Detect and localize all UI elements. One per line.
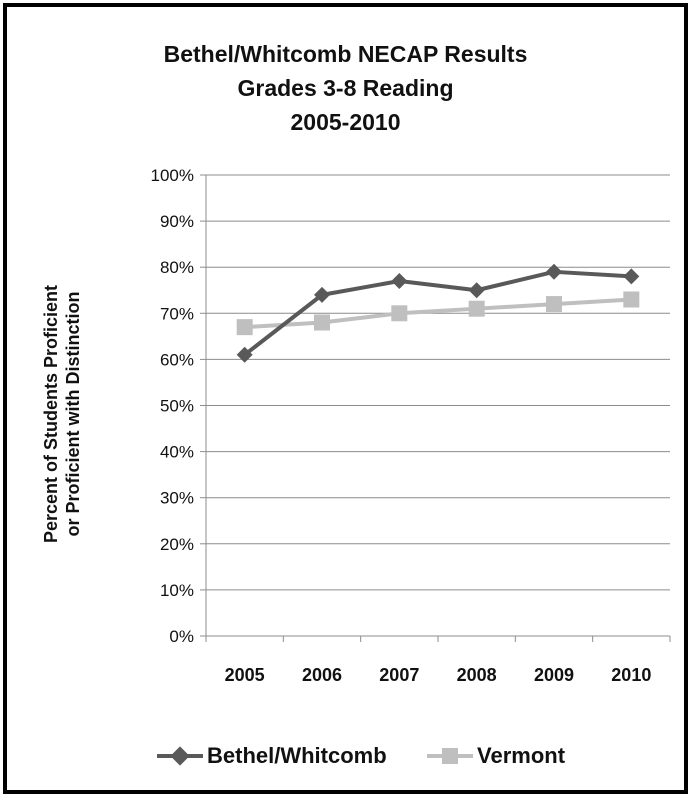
x-tick-label: 2005: [225, 665, 265, 685]
y-tick-label: 80%: [160, 258, 194, 277]
data-point-vermont: [391, 305, 408, 322]
chart-title-line-2: Grades 3-8 Reading: [237, 75, 454, 101]
data-point-bethel-whitcomb: [623, 268, 640, 285]
x-tick-label: 2009: [534, 665, 574, 685]
legend-label-vermont: Vermont: [477, 743, 566, 768]
data-point-bethel-whitcomb: [236, 346, 253, 363]
chart-title-line-1: Bethel/Whitcomb NECAP Results: [163, 41, 528, 67]
y-tick-label: 100%: [151, 166, 194, 185]
plot-area: 0% 10% 20% 30% 40% 50% 60% 70% 80% 90% 100% 2005 200…: [151, 166, 671, 685]
series-line-bethel-whitcomb: [243, 269, 632, 357]
series-line-vermont: [244, 297, 632, 330]
legend-item-bethel-whitcomb: Bethel/Whitcomb: [157, 741, 387, 771]
chart-title: Bethel/Whitcomb NECAP Results Grades 3-8…: [7, 37, 684, 139]
legend-item-vermont: Vermont: [427, 741, 565, 771]
y-tick-label: 0%: [169, 627, 194, 646]
y-tick-label: 20%: [160, 535, 194, 554]
y-tick-label: 40%: [160, 443, 194, 462]
data-point-vermont: [236, 319, 253, 336]
legend-label-bethel-whitcomb: Bethel/Whitcomb: [207, 743, 387, 768]
x-tick-label: 2007: [379, 665, 419, 685]
data-point-bethel-whitcomb: [468, 282, 485, 299]
data-point-vermont: [468, 300, 485, 317]
legend: Bethel/Whitcomb Vermont: [7, 741, 684, 771]
x-tick-label: 2010: [611, 665, 651, 685]
y-tick-label: 70%: [160, 304, 194, 323]
legend-swatch-vermont: [427, 741, 473, 771]
legend-swatch-bethel-whitcomb: [157, 741, 203, 771]
data-point-bethel-whitcomb: [546, 263, 562, 280]
x-tick-label: 2006: [302, 665, 342, 685]
x-tick-label: 2008: [457, 665, 497, 685]
data-point-vermont: [314, 314, 330, 331]
y-tick-label: 60%: [160, 350, 194, 369]
y-tick-label: 10%: [160, 581, 194, 600]
y-tick-label: 90%: [160, 212, 194, 231]
data-point-vermont: [623, 291, 640, 308]
chart-frame: Bethel/Whitcomb NECAP Results Grades 3-8…: [3, 3, 688, 794]
data-point-vermont: [546, 296, 562, 313]
chart-title-line-3: 2005-2010: [290, 109, 401, 135]
data-point-bethel-whitcomb: [391, 273, 408, 290]
y-tick-label: 50%: [160, 397, 194, 416]
y-tick-label: 30%: [160, 489, 194, 508]
data-point-bethel-whitcomb: [314, 286, 330, 303]
